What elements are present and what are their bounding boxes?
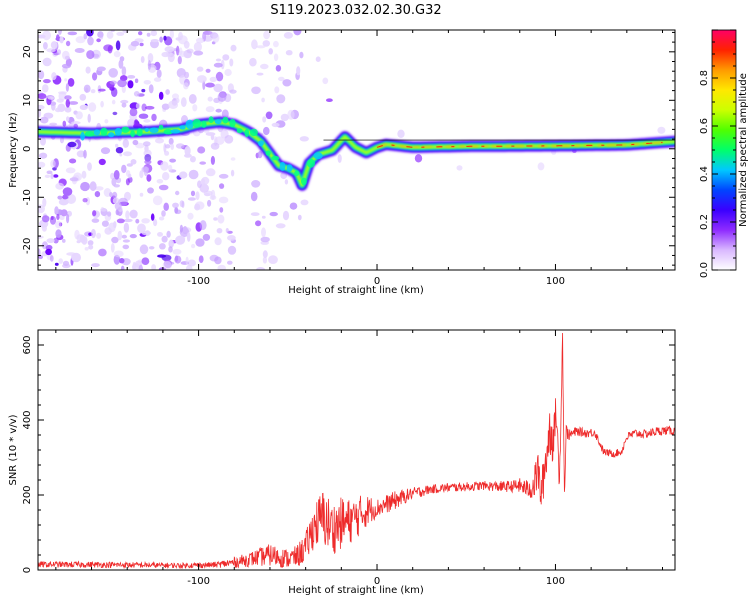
snr-background bbox=[38, 330, 675, 570]
spectrogram-x-tick-labels: -100 0 100 bbox=[187, 276, 565, 287]
spectrogram-frame bbox=[37, 29, 676, 271]
snr-series-line bbox=[38, 332, 675, 570]
spectrogram-x-tick-label: -100 bbox=[187, 276, 210, 287]
snr-ticks bbox=[38, 329, 675, 571]
spectrogram-y-tick-labels: -20 -10 0 10 20 bbox=[22, 45, 33, 254]
snr-y-tick-label: 400 bbox=[22, 410, 33, 429]
colorbar-ticks: 0.0 0.2 0.4 0.6 0.8 bbox=[699, 29, 737, 278]
snr-y-axis-label: SNR (10 * v/v) bbox=[8, 414, 19, 485]
colorbar-gradient bbox=[712, 30, 736, 270]
spectrogram-ridge bbox=[38, 116, 675, 191]
spectrogram-y-axis-label: Frequency (Hz) bbox=[8, 112, 19, 188]
spectrogram-y-tick-label: 20 bbox=[22, 45, 33, 58]
snr-x-tick-label: -100 bbox=[187, 576, 210, 587]
snr-panel: -100 0 100 0 200 400 600 Height of straight l… bbox=[8, 329, 676, 596]
spectrogram-x-axis-label: Height of straight line (km) bbox=[288, 285, 424, 296]
colorbar-tick-label: 0.8 bbox=[699, 70, 710, 86]
snr-y-tick-labels: 0 200 400 600 bbox=[22, 335, 33, 573]
spectrogram-x-tick-label: 100 bbox=[546, 276, 565, 287]
spectrogram-x-tick-label: 0 bbox=[374, 276, 380, 287]
snr-x-tick-labels: -100 0 100 bbox=[187, 576, 565, 587]
colorbar-tick-label: 0.0 bbox=[699, 262, 710, 278]
colorbar-label: Normalized spectral amplitude bbox=[738, 73, 749, 227]
spectrogram-y-tick-label: 10 bbox=[22, 94, 33, 107]
snr-x-axis-label: Height of straight line (km) bbox=[288, 585, 424, 596]
colorbar-tick-label: 0.4 bbox=[699, 166, 710, 182]
snr-y-tick-label: 600 bbox=[22, 335, 33, 354]
colorbar-tick-label: 0.2 bbox=[699, 214, 710, 230]
figure-title: S119.2023.032.02.30.G32 bbox=[270, 3, 441, 18]
snr-x-tick-label: 100 bbox=[546, 576, 565, 587]
spectrogram-ticks bbox=[38, 30, 675, 270]
spectrogram-y-tick-label: -20 bbox=[22, 238, 33, 254]
spectrogram-y-tick-label: -10 bbox=[22, 189, 33, 205]
snr-y-tick-label: 200 bbox=[22, 485, 33, 504]
colorbar: 0.0 0.2 0.4 0.6 0.8 Normalized spectral ampl… bbox=[699, 29, 749, 278]
spectrogram-y-tick-label: 0 bbox=[22, 146, 33, 152]
snr-y-tick-label: 0 bbox=[22, 567, 33, 573]
colorbar-tick-label: 0.6 bbox=[699, 118, 710, 134]
snr-x-tick-label: 0 bbox=[374, 576, 380, 587]
